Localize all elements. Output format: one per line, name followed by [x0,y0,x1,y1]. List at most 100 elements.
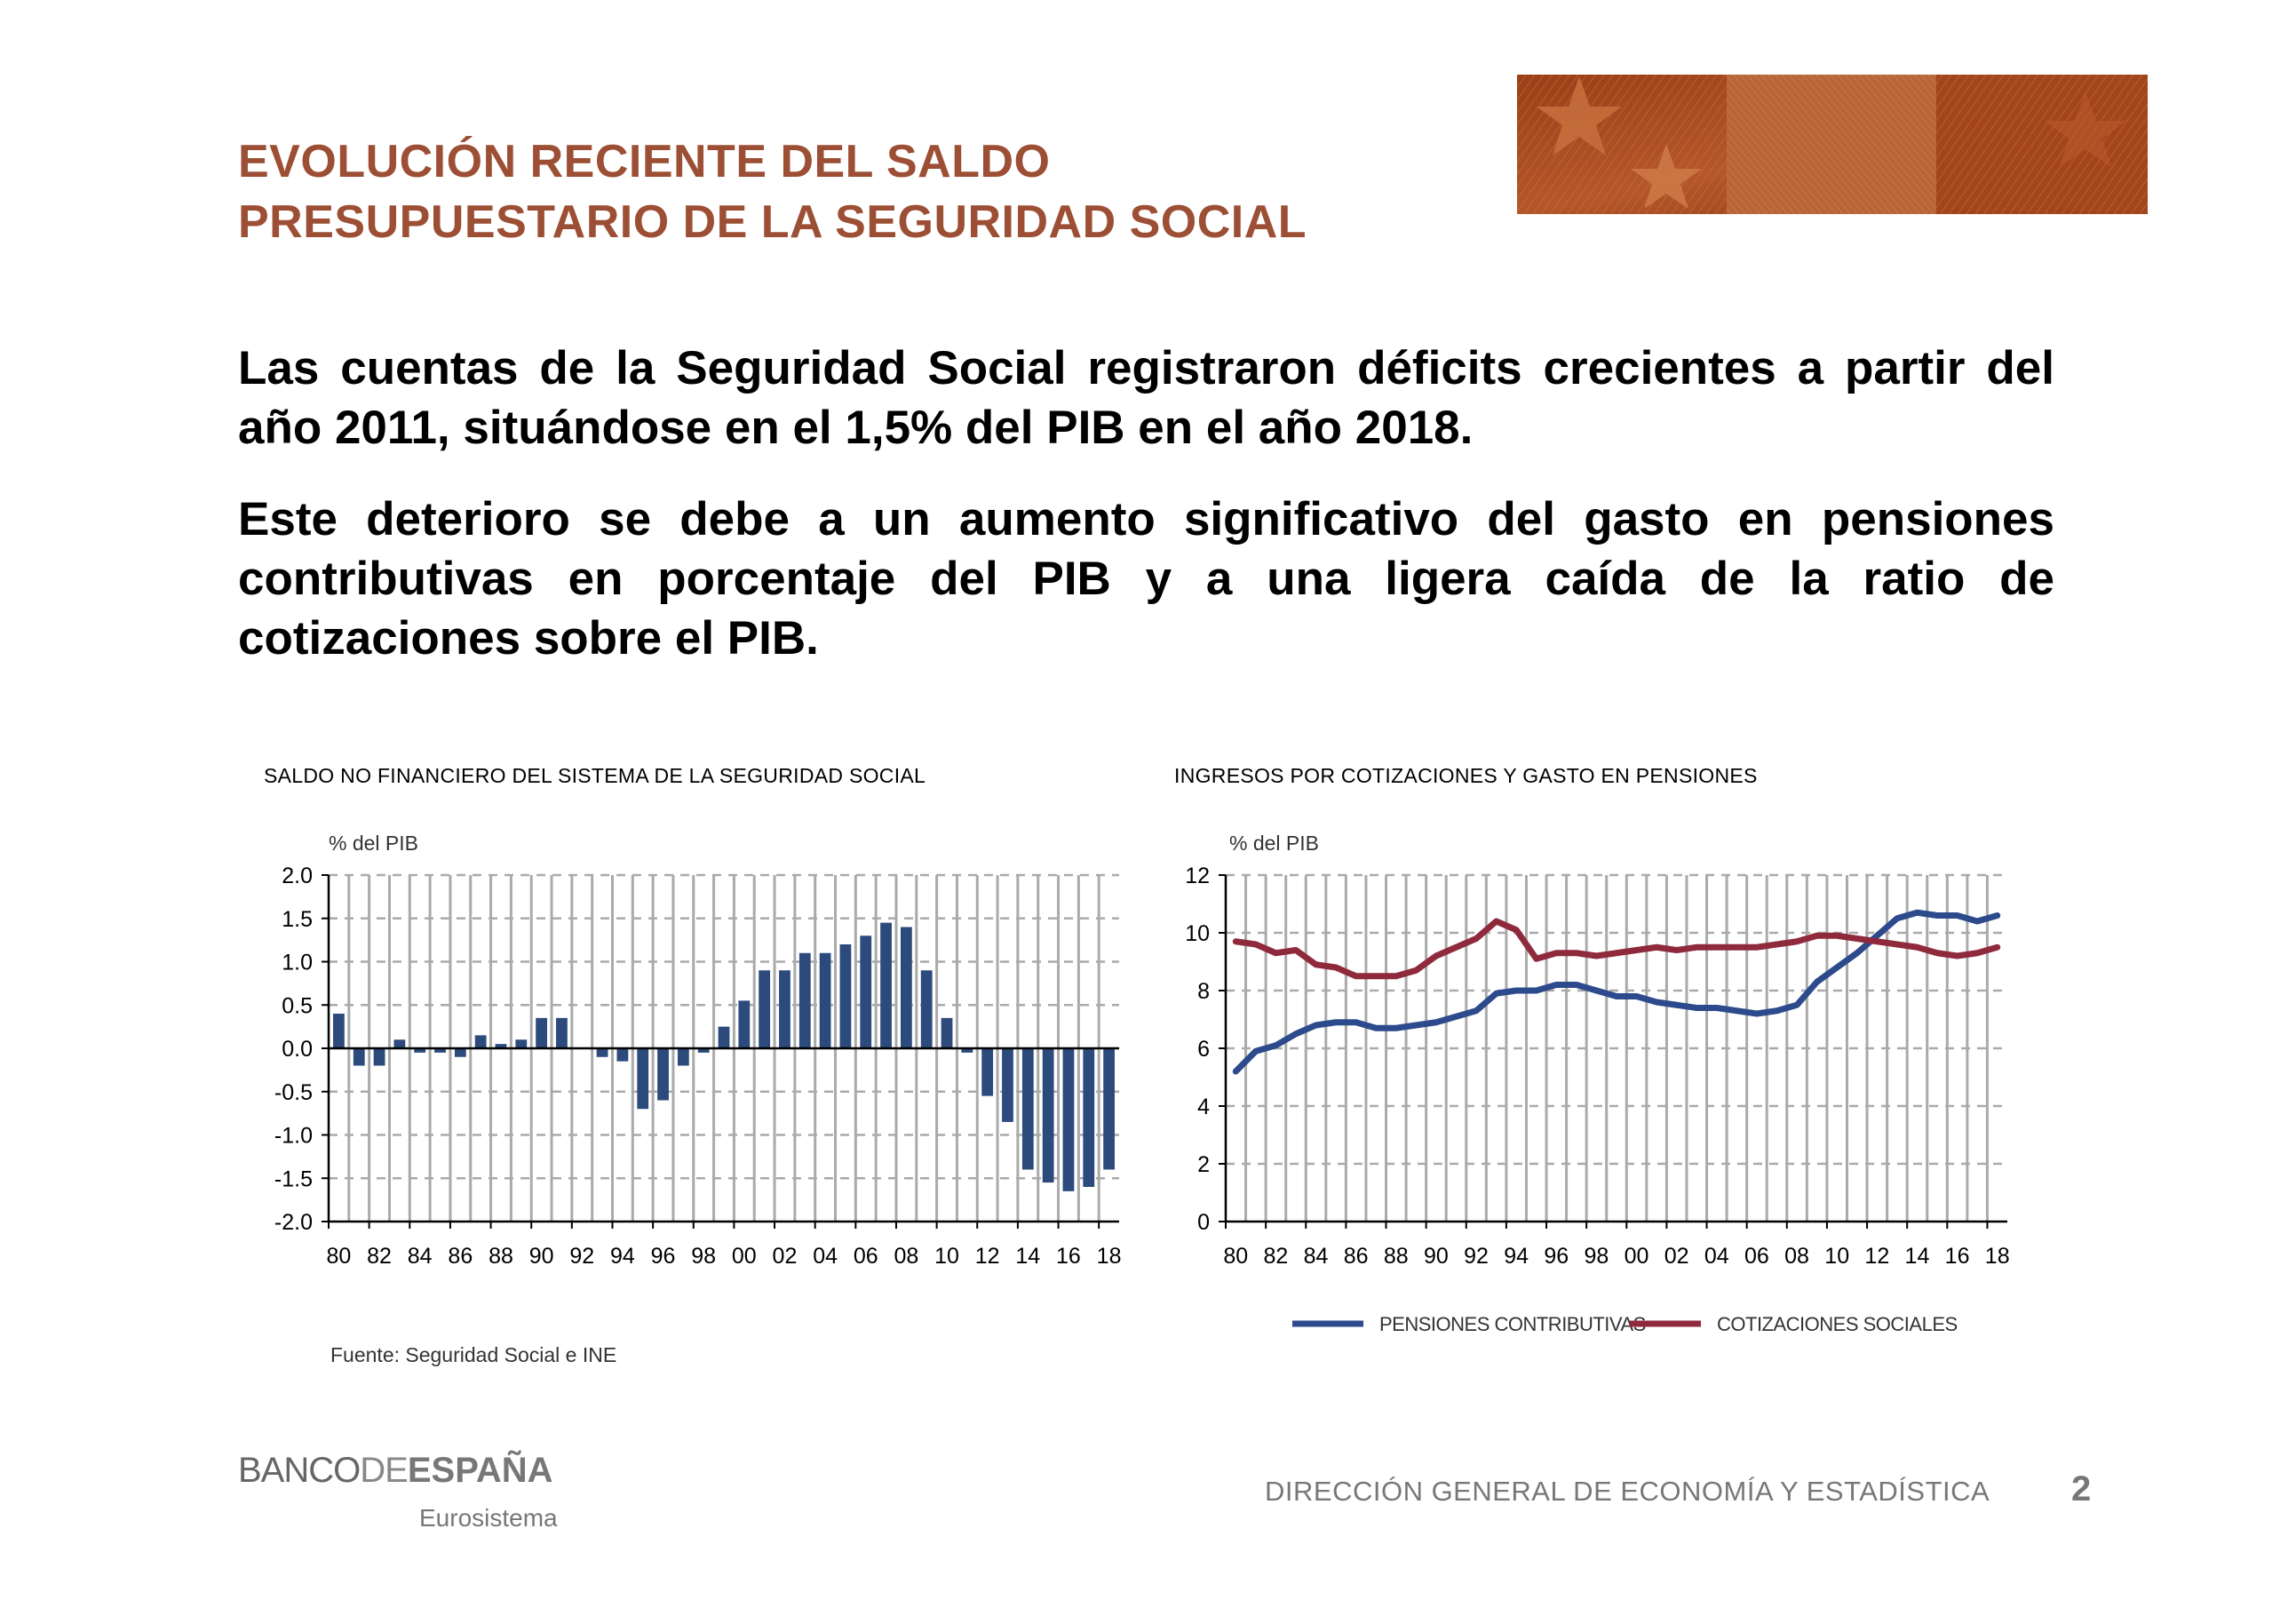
x-tick-label: 14 [1905,1244,1930,1269]
logo-espana: ESPAÑA [407,1451,553,1490]
star-icon [2045,92,2126,167]
bar [536,1017,548,1048]
x-tick-label: 18 [1097,1244,1122,1269]
bar [839,944,852,1048]
bar [1103,1048,1115,1170]
logo-eurosistema: Eurosistema [419,1504,558,1532]
y-tick-label: 12 [1185,864,1210,888]
y-tick-label: -0.5 [274,1080,313,1105]
y-tick-label: 8 [1197,979,1210,1004]
y-tick-label: 1.0 [282,951,313,975]
bar [880,922,892,1048]
y-tick-label: 1.5 [282,907,313,932]
x-tick-label: 04 [1704,1244,1729,1269]
bar [657,1048,669,1101]
chart1-title: SALDO NO FINANCIERO DEL SISTEMA DE LA SE… [264,764,926,787]
paragraph-2: Este deterioro se debe a un aumento sign… [238,493,2054,665]
bar [637,1048,649,1110]
x-tick-label: 00 [1625,1244,1649,1269]
x-tick-label: 80 [1223,1244,1248,1269]
x-tick-label: 80 [327,1244,352,1269]
bar [393,1039,406,1048]
paragraph-1: Las cuentas de la Seguridad Social regis… [238,342,2054,454]
x-tick-label: 88 [1384,1244,1409,1269]
logo-banco: BANCO [238,1451,361,1490]
y-tick-label: 0.5 [282,993,313,1018]
x-tick-label: 04 [813,1244,838,1269]
footer-department: DIRECCIÓN GENERAL DE ECONOMÍA Y ESTADÍST… [1265,1476,1990,1507]
x-tick-label: 84 [1304,1244,1329,1269]
x-tick-label: 02 [773,1244,798,1269]
bar [1002,1048,1013,1122]
bar [738,1000,751,1048]
y-tick-label: 10 [1185,921,1210,946]
x-tick-label: 90 [529,1244,554,1269]
y-tick-label: 2.0 [282,864,313,888]
x-tick-label: 16 [1945,1244,1970,1269]
legend-cotizaciones-label: COTIZACIONES SOCIALES [1717,1313,1958,1335]
x-tick-label: 90 [1424,1244,1449,1269]
x-tick-label: 92 [569,1244,594,1269]
bar [353,1048,365,1066]
bar [414,1048,426,1053]
bar [779,970,790,1048]
x-tick-label: 98 [1585,1244,1609,1269]
bar [677,1048,689,1066]
x-tick-label: 10 [1824,1244,1849,1269]
bar [515,1039,528,1048]
bar [920,970,933,1048]
x-tick-label: 96 [1544,1244,1569,1269]
bar [495,1044,507,1048]
y-tick-label: 6 [1197,1037,1210,1062]
chart2-unit: % del PIB [1229,832,1319,855]
page-title: EVOLUCIÓN RECIENTE DEL SALDO PRESUPUESTA… [238,131,1482,252]
bar [941,1017,953,1048]
x-tick-label: 88 [489,1244,513,1269]
x-tick-label: 00 [732,1244,757,1269]
bar [596,1048,608,1057]
y-tick-label: 4 [1197,1095,1210,1119]
bar [373,1048,385,1066]
banco-de-espana-logo: BANCODEESPAÑA [238,1451,553,1491]
bar [697,1048,710,1053]
x-tick-label: 12 [1864,1244,1889,1269]
bar [333,1014,345,1048]
y-tick-label: 0.0 [282,1037,313,1062]
star-icon [1537,76,1622,155]
chart2-title: INGRESOS POR COTIZACIONES Y GASTO EN PEN… [1174,764,1758,787]
bar [454,1048,466,1057]
x-tick-label: 06 [1744,1244,1769,1269]
saldo-bar-chart: 2.0 1.5 1.0 0.5 0.0 -0.5 -1.0 -1.5 -2.0 80 82 84 86 8… [274,864,1122,1269]
bar [900,927,912,1048]
x-tick-label: 06 [854,1244,878,1269]
y-tick-label: -1.0 [274,1124,313,1149]
source-note: Fuente: Seguridad Social e INE [330,1343,617,1366]
x-tick-label: 14 [1015,1244,1040,1269]
bar [759,970,771,1048]
x-tick-label: 98 [691,1244,716,1269]
bar [819,952,831,1048]
bar [434,1048,446,1053]
x-tick-label: 82 [367,1244,392,1269]
x-tick-label: 96 [651,1244,676,1269]
bar [1021,1048,1034,1170]
x-tick-label: 82 [1264,1244,1289,1269]
logo-de: DE [360,1451,409,1490]
x-tick-label: 02 [1664,1244,1689,1269]
y-tick-label: 2 [1197,1152,1210,1177]
y-tick-label: 0 [1197,1210,1210,1235]
bar [474,1035,487,1048]
bar [718,1026,730,1048]
x-tick-label: 12 [975,1244,1000,1269]
chart1-unit: % del PIB [329,832,418,855]
bar [556,1017,568,1048]
page-number: 2 [2071,1469,2092,1509]
star-icon [1631,144,1702,209]
x-tick-label: 94 [1504,1244,1529,1269]
x-tick-label: 08 [894,1244,918,1269]
bar [981,1048,994,1096]
x-tick-label: 18 [1985,1244,2010,1269]
x-tick-label: 10 [934,1244,959,1269]
cotizaciones-sociales-line [1232,918,2001,980]
